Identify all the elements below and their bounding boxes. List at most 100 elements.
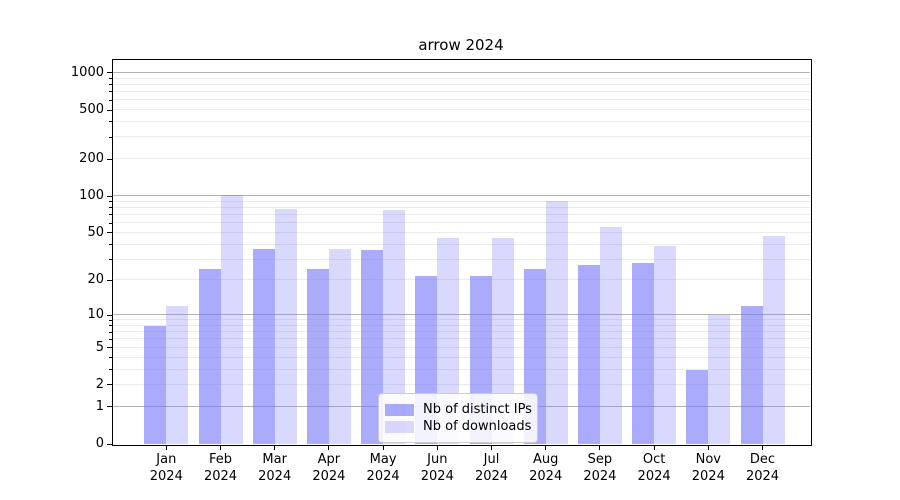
x-label-year: 2024 (745, 469, 780, 484)
x-tick-jul (491, 445, 492, 450)
minor-gridline-50 (113, 231, 810, 233)
bar-mar-downloads (274, 209, 297, 444)
minor-gridline-80 (113, 206, 810, 208)
y-tick-label-0: 0 (95, 436, 104, 451)
x-tick-label-aug: Aug 2024 (516, 451, 576, 485)
y-minor-tick-900 (109, 78, 112, 79)
y-minor-tick-60 (109, 222, 112, 224)
y-tick-label-50: 50 (87, 224, 104, 240)
major-gridline-1000 (113, 71, 810, 73)
legend: Nb of distinct IPs Nb of downloads (378, 393, 538, 443)
minor-gridline-70 (113, 214, 810, 215)
minor-gridline-9 (113, 319, 810, 321)
bar-mar-distinct-ips (252, 248, 275, 444)
x-label-year: 2024 (420, 469, 454, 484)
minor-gridline-6 (113, 338, 810, 340)
y-minor-tick-3 (109, 369, 112, 371)
y-minor-tick-40 (109, 243, 112, 245)
minor-gridline-7 (113, 331, 810, 333)
legend-swatch-distinct-ips (385, 403, 414, 416)
minor-gridline-20 (113, 279, 810, 281)
bar-nov-downloads (708, 315, 731, 444)
x-tick-jan (165, 445, 167, 450)
y-minor-tick-800 (109, 84, 112, 86)
y-minor-tick-6 (109, 338, 112, 340)
y-tick-label-200: 200 (79, 151, 104, 167)
minor-gridline-60 (113, 222, 810, 224)
bar-sep-distinct-ips (577, 265, 600, 444)
x-tick-label-oct: Oct 2024 (624, 451, 684, 485)
bar-jul-downloads (491, 238, 514, 444)
legend-swatch-downloads (385, 420, 414, 433)
x-label-year: 2024 (474, 469, 509, 484)
x-label-year: 2024 (583, 469, 617, 484)
x-label-month: Jun (427, 452, 448, 467)
x-tick-aug (545, 445, 547, 450)
x-label-year: 2024 (691, 469, 725, 484)
y-tick-label-20: 20 (87, 272, 104, 288)
minor-gridline-4 (113, 356, 810, 358)
y-minor-tick-20 (109, 279, 112, 281)
minor-gridline-900 (113, 77, 810, 79)
minor-gridline-40 (113, 243, 810, 245)
bar-aug-downloads (545, 200, 568, 444)
x-label-month: Mar (262, 452, 287, 467)
x-label-month: Feb (208, 452, 233, 467)
minor-gridline-30 (113, 258, 810, 260)
bar-nov-distinct-ips (686, 369, 709, 444)
x-tick-apr (328, 445, 330, 450)
minor-gridline-800 (113, 83, 810, 85)
x-label-year: 2024 (637, 469, 671, 484)
x-label-month: Oct (642, 452, 666, 467)
x-label-year: 2024 (366, 469, 400, 484)
x-label-month: May (369, 452, 397, 467)
legend-label-downloads: Nb of downloads (423, 419, 532, 434)
bar-jan-downloads (166, 306, 189, 444)
minor-gridline-200 (113, 158, 810, 160)
minor-gridline-400 (113, 121, 810, 122)
y-minor-tick-400 (109, 121, 112, 123)
bar-apr-downloads (328, 248, 351, 444)
y-minor-tick-600 (109, 99, 112, 101)
y-minor-tick-30 (109, 259, 112, 261)
y-tick-label-1: 1 (95, 398, 104, 414)
x-label-year: 2024 (312, 469, 346, 484)
y-minor-tick-2 (109, 384, 112, 386)
x-label-month: Sep (587, 452, 613, 467)
y-minor-tick-700 (109, 91, 112, 93)
x-label-year: 2024 (203, 469, 238, 484)
x-label-year: 2024 (258, 469, 292, 484)
x-label-month: Nov (695, 452, 721, 467)
y-tick-label-1000: 1000 (70, 64, 104, 80)
x-tick-label-may: May 2024 (353, 451, 413, 485)
minor-gridline-8 (113, 324, 810, 326)
minor-gridline-600 (113, 99, 810, 101)
y-tick-0 (107, 443, 112, 445)
bar-oct-downloads (654, 245, 677, 444)
y-minor-tick-80 (109, 207, 112, 209)
chart-title: arrow 2024 (418, 36, 504, 54)
major-gridline-10 (113, 314, 810, 316)
bar-may-downloads (383, 209, 406, 444)
minor-gridline-700 (113, 91, 810, 92)
bar-sep-downloads (599, 226, 622, 444)
bar-may-distinct-ips (361, 250, 384, 444)
y-minor-tick-8 (109, 325, 112, 327)
minor-gridline-300 (113, 136, 810, 138)
x-label-month: Dec (749, 452, 776, 467)
bar-dec-downloads (762, 236, 785, 444)
y-tick-1000 (107, 72, 112, 74)
major-gridline-100 (113, 195, 810, 197)
plot-area (113, 60, 810, 444)
legend-label-distinct-ips: Nb of distinct IPs (423, 402, 532, 417)
y-tick-100 (107, 195, 112, 197)
bar-feb-downloads (220, 195, 243, 444)
y-tick-label-10: 10 (87, 307, 104, 323)
x-tick-feb (220, 445, 221, 450)
x-tick-label-apr: Apr 2024 (299, 451, 359, 485)
x-label-month: Jan (156, 452, 177, 467)
x-tick-label-jan: Jan 2024 (136, 451, 196, 485)
y-tick-10 (107, 314, 112, 316)
x-tick-label-feb: Feb 2024 (191, 451, 251, 485)
